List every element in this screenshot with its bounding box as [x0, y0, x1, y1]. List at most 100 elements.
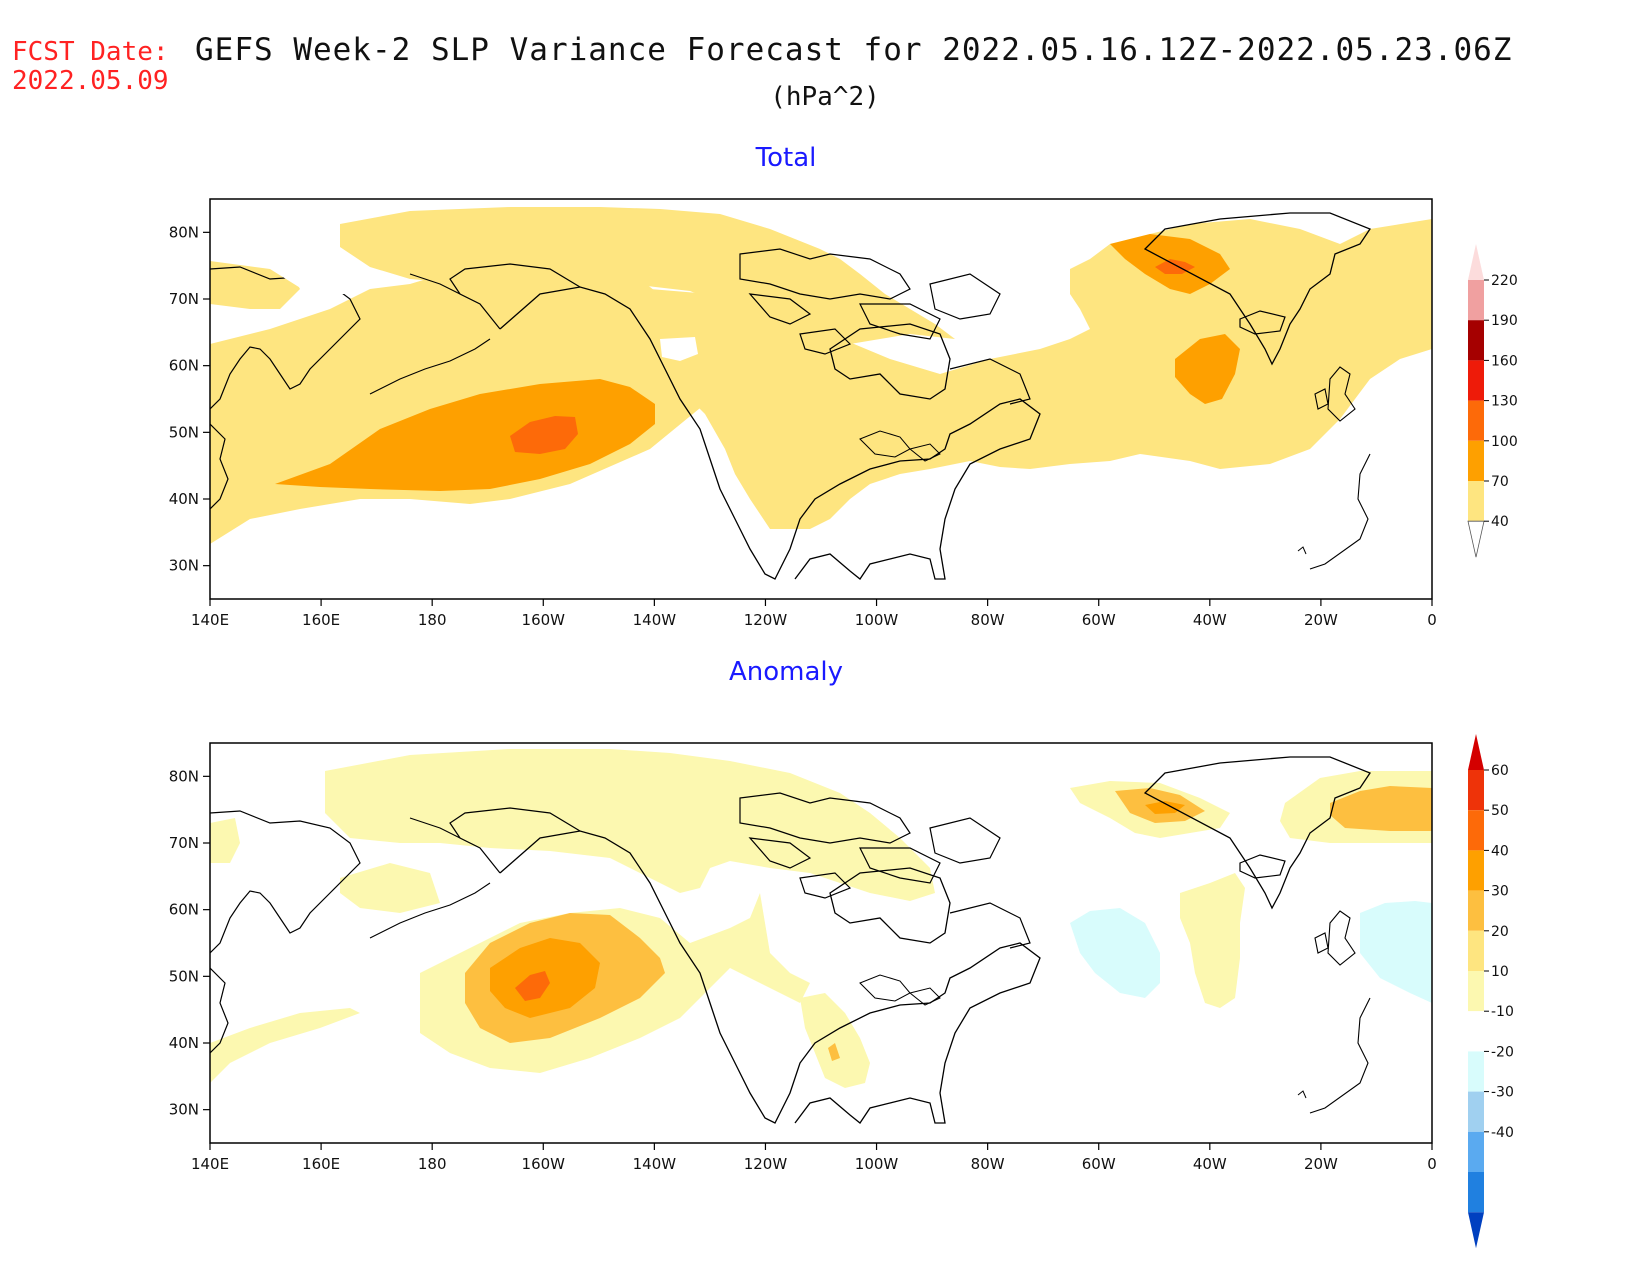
total-lon-label: 40W	[1193, 611, 1227, 629]
anomaly-map-frame	[209, 742, 1433, 1144]
anomaly-colorbar-swatch	[1468, 930, 1484, 971]
forecast-date-label: FCST Date:	[12, 37, 169, 67]
units-label: (hPa^2)	[770, 82, 880, 112]
anomaly-colorbar-swatch	[1468, 1091, 1484, 1132]
anomaly-map	[209, 742, 1433, 1144]
anomaly-contour-10-bering	[340, 863, 440, 913]
total-colorbar-min-arrow	[1467, 520, 1485, 558]
anomaly-contour-10-mid-atlantic	[1180, 873, 1245, 1008]
anomaly-contour-20-norwegian-sea	[1330, 786, 1432, 831]
anomaly-lon-label: 0	[1427, 1155, 1437, 1173]
total-colorbar-swatch	[1468, 481, 1484, 522]
anomaly-lon-label: 20W	[1304, 1155, 1338, 1173]
total-lat-label: 50N	[169, 423, 199, 441]
anomaly-lat-label: 70N	[169, 834, 199, 852]
total-lon-label: 80W	[971, 611, 1005, 629]
anomaly-lat-label: 60N	[169, 901, 199, 919]
total-lon-label: 140E	[191, 611, 229, 629]
anomaly-lon-label: 60W	[1082, 1155, 1116, 1173]
total-lon-label: 180	[418, 611, 447, 629]
anomaly-colorbar-label: 50	[1491, 803, 1509, 819]
total-lon-label: 140W	[633, 611, 677, 629]
total-lat-label: 60N	[169, 357, 199, 375]
anomaly-colorbar-label: 30	[1491, 884, 1509, 900]
total-lon-label: 0	[1427, 611, 1437, 629]
anomaly-colorbar-swatch	[1468, 1131, 1484, 1172]
total-colorbar-label: 40	[1491, 514, 1509, 530]
anomaly-lat-label: 80N	[169, 767, 199, 785]
panel-title-anomaly: Anomaly	[728, 657, 844, 687]
anomaly-colorbar: 60 50 40 30 20 10 -10 -20 -30 -40	[1468, 734, 1514, 1249]
total-colorbar-label: 100	[1491, 434, 1518, 450]
anomaly-lon-label: 140E	[191, 1155, 229, 1173]
total-lon-label: 100W	[855, 611, 899, 629]
anomaly-contour-40-gulf-of-alaska	[515, 971, 550, 1001]
total-contour-70-south-greenland	[1175, 334, 1240, 404]
panel-title-total: Total	[755, 143, 817, 173]
total-lat-label: 80N	[169, 223, 199, 241]
anomaly-colorbar-label: -10	[1491, 1004, 1514, 1020]
total-lon-label: 20W	[1304, 611, 1338, 629]
total-lat-label: 40N	[169, 490, 199, 508]
anomaly-colorbar-swatch	[1468, 1172, 1484, 1213]
total-lon-label: 120W	[744, 611, 788, 629]
forecast-date-block: FCST Date: 2022.05.09	[12, 38, 169, 96]
total-colorbar-swatch	[1468, 320, 1484, 361]
anomaly-contour-10-west-pacific	[210, 1008, 360, 1083]
total-colorbar: 220 190 160 130 100 70 40	[1467, 244, 1518, 558]
total-map	[209, 198, 1433, 600]
total-colorbar-label: 160	[1491, 353, 1518, 369]
anomaly-colorbar-swatch	[1468, 1051, 1484, 1092]
forecast-date-value: 2022.05.09	[12, 66, 169, 96]
anomaly-colorbar-label: -40	[1491, 1125, 1514, 1141]
total-contour-100-north-pacific	[510, 416, 578, 454]
anomaly-colorbar-label: 60	[1491, 763, 1509, 779]
total-lon-label: 160W	[522, 611, 566, 629]
anomaly-lon-label: 100W	[855, 1155, 899, 1173]
anomaly-colorbar-label: -20	[1491, 1044, 1514, 1060]
anomaly-lon-label: 120W	[744, 1155, 788, 1173]
total-lat-label: 30N	[169, 557, 199, 575]
anomaly-lon-label: 180	[418, 1155, 447, 1173]
total-colorbar-label: 130	[1491, 394, 1518, 410]
total-colorbar-swatch	[1468, 360, 1484, 401]
total-colorbar-swatch	[1468, 280, 1484, 321]
anomaly-colorbar-swatch	[1468, 1011, 1484, 1052]
total-lon-label: 60W	[1082, 611, 1116, 629]
anomaly-contour-10-central-us	[800, 993, 870, 1088]
anomaly-colorbar-label: -30	[1491, 1085, 1514, 1101]
total-axes: 140E 160E 180 160W 140W 120W 100W 80W 60W 40W 20W 0…	[169, 223, 1437, 629]
total-colorbar-label: 190	[1491, 313, 1518, 329]
anomaly-colorbar-max-arrow	[1468, 734, 1484, 770]
total-shading	[210, 207, 1432, 580]
anomaly-lon-label: 80W	[971, 1155, 1005, 1173]
anomaly-lat-label: 30N	[169, 1101, 199, 1119]
anomaly-colorbar-label: 10	[1491, 964, 1509, 980]
anomaly-contour-30-greenland	[1145, 801, 1185, 814]
total-contour-70-north-pacific	[275, 379, 655, 491]
total-colorbar-label: 220	[1491, 273, 1518, 289]
anomaly-lat-label: 40N	[169, 1034, 199, 1052]
anomaly-colorbar-label: 20	[1491, 924, 1509, 940]
total-colorbar-swatch	[1468, 440, 1484, 481]
anomaly-colorbar-label: 40	[1491, 843, 1509, 859]
total-contour-40-arctic	[340, 207, 955, 344]
anomaly-contour-neg10-north-atlantic	[1070, 908, 1160, 998]
total-lat-label: 70N	[169, 290, 199, 308]
anomaly-lon-label: 140W	[633, 1155, 677, 1173]
anomaly-contour-10-arctic	[325, 749, 935, 901]
anomaly-colorbar-swatch	[1468, 770, 1484, 811]
page-title: GEFS Week-2 SLP Variance Forecast for 20…	[195, 32, 1513, 68]
total-map-frame	[209, 198, 1433, 600]
anomaly-colorbar-swatch	[1468, 971, 1484, 1012]
anomaly-contour-10-kamchatka	[210, 818, 240, 863]
total-colorbar-max-arrow	[1468, 244, 1484, 280]
anomaly-lon-label: 160W	[522, 1155, 566, 1173]
total-lon-label: 160E	[302, 611, 340, 629]
anomaly-colorbar-swatch	[1468, 810, 1484, 851]
total-colorbar-label: 70	[1491, 474, 1509, 490]
anomaly-colorbar-swatch	[1468, 850, 1484, 891]
anomaly-shading	[210, 749, 1432, 1124]
anomaly-colorbar-swatch	[1468, 890, 1484, 931]
anomaly-axes: 140E 160E 180 160W 140W 120W 100W 80W 60W 40W 20W 0…	[169, 767, 1437, 1173]
